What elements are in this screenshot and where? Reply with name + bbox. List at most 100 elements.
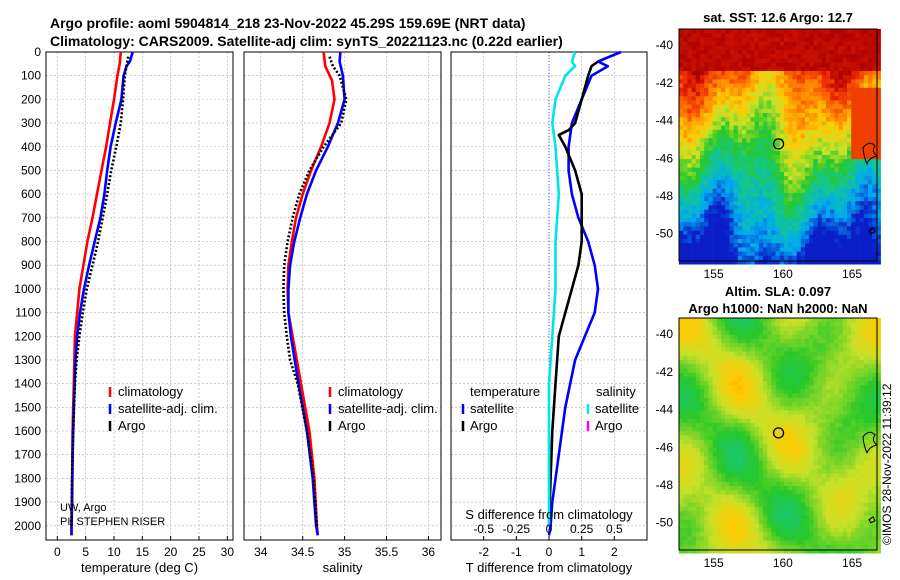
map-cell <box>779 376 785 382</box>
map-cell <box>779 50 785 55</box>
map-cell <box>855 239 860 244</box>
map-cell <box>695 180 701 185</box>
map-cell <box>767 209 772 215</box>
map-cell <box>830 355 835 361</box>
map-cell <box>826 37 831 42</box>
map-cell <box>796 205 802 210</box>
map-cell <box>847 452 852 457</box>
map-cell <box>817 372 823 378</box>
map-cell <box>847 234 852 240</box>
map-cell <box>779 125 785 131</box>
map-cell <box>691 247 697 252</box>
map-cell <box>813 150 818 156</box>
map-cell <box>821 201 827 206</box>
map-cell <box>779 389 785 394</box>
map-cell <box>792 218 797 223</box>
map-cell <box>805 385 810 390</box>
map-cell <box>737 473 743 478</box>
map-cell <box>679 176 684 181</box>
map-cell <box>708 71 713 76</box>
map-cell <box>754 184 760 189</box>
map-cell <box>784 481 789 487</box>
map-cell <box>708 142 713 147</box>
map-cell <box>746 184 751 189</box>
map-cell <box>838 180 844 185</box>
map-cell <box>763 448 768 453</box>
map-cell <box>830 92 835 97</box>
map-cell <box>763 226 768 231</box>
x-tick-label: 35.5 <box>375 545 399 559</box>
map-cell <box>695 465 701 470</box>
map-cell <box>691 372 697 378</box>
map-cell <box>809 45 814 51</box>
map-cell <box>821 410 827 415</box>
map-cell <box>763 334 768 340</box>
map-cell <box>733 376 739 382</box>
map-cell <box>695 376 701 382</box>
map-cell <box>767 486 772 491</box>
map-cell <box>729 385 734 390</box>
map-cell <box>758 477 764 483</box>
map-cell <box>750 209 755 215</box>
map-cell <box>683 414 688 420</box>
map-cell <box>754 469 760 474</box>
map-cell <box>712 486 718 491</box>
map-cell <box>842 79 848 84</box>
map-cell <box>800 171 806 177</box>
map-cell <box>805 159 810 164</box>
map-cell <box>679 385 684 390</box>
map-cell <box>784 71 789 76</box>
map-cell <box>876 247 881 252</box>
map-cell <box>779 397 785 403</box>
map-cell <box>830 326 835 331</box>
map-cell <box>729 83 734 89</box>
map-cell <box>800 347 806 352</box>
map-cell <box>754 197 760 202</box>
map-cell <box>750 100 755 105</box>
map-cell <box>725 71 730 76</box>
map-cell <box>758 410 764 415</box>
map-cell <box>695 481 701 487</box>
map-cell <box>683 58 688 63</box>
map-cell <box>691 406 697 411</box>
map-cell <box>683 368 688 373</box>
map-cell <box>679 406 684 411</box>
map-cell <box>737 239 743 244</box>
map-cell <box>855 435 860 441</box>
map-cell <box>691 465 697 470</box>
map-cell <box>679 334 684 340</box>
map-cell <box>859 494 865 499</box>
map-cell <box>859 247 865 252</box>
map-cell <box>767 431 772 436</box>
map-cell <box>813 385 818 390</box>
map-cell <box>830 150 835 156</box>
map-cell <box>817 142 823 147</box>
map-cell <box>750 129 755 135</box>
map-cell <box>683 385 688 390</box>
map-cell <box>813 473 818 478</box>
map-cell <box>876 205 881 210</box>
map-cell <box>859 330 865 336</box>
lon-tick-label: 165 <box>842 267 862 281</box>
map-cell <box>834 100 839 105</box>
map-cell <box>700 477 705 483</box>
map-cell <box>813 347 818 352</box>
map-cell <box>721 209 726 215</box>
map-cell <box>821 355 827 361</box>
map-cell <box>771 234 776 240</box>
map-cell <box>863 385 869 390</box>
map-cell <box>847 418 852 424</box>
map-cell <box>809 205 814 210</box>
map-cell <box>683 448 688 453</box>
map-cell <box>691 339 697 344</box>
map-cell <box>868 205 873 210</box>
map-cell <box>733 41 739 47</box>
map-cell <box>788 184 793 189</box>
map-cell <box>872 234 877 240</box>
map-cell <box>708 54 713 59</box>
map-cell <box>771 423 776 428</box>
map-cell <box>830 418 835 424</box>
map-cell <box>821 155 827 160</box>
map-cell <box>809 71 814 76</box>
map-cell <box>746 129 751 135</box>
